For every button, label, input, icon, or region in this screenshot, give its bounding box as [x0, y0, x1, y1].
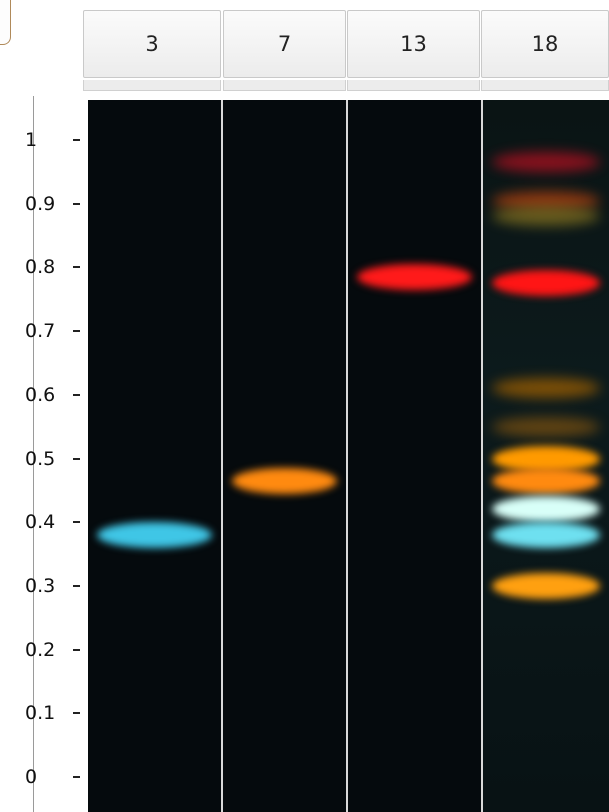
spot-band: [492, 445, 600, 472]
spot-band: [492, 152, 600, 173]
y-axis: 1 0.9 0.8 0.7 0.6 0.5 0.4 0.3 0.2 0.1 0: [16, 96, 88, 812]
y-tick-mark: [73, 648, 80, 651]
y-tick: 0.1: [16, 702, 88, 724]
y-tick-label: 0: [25, 766, 38, 788]
y-tick-mark: [73, 202, 80, 205]
spot-band: [357, 263, 472, 290]
lane-header-label: 3: [145, 32, 159, 56]
y-tick-label: 0.5: [25, 447, 56, 470]
lane-divider: [221, 100, 223, 812]
lane-header-7[interactable]: 7: [223, 10, 346, 91]
lane-header-label: 7: [277, 32, 292, 56]
lane-divider: [346, 100, 348, 812]
spot-band: [492, 496, 600, 523]
lane-header-label: 13: [400, 32, 427, 56]
y-tick-label: 0.8: [25, 256, 56, 279]
y-tick-mark: [73, 457, 80, 460]
spot-band: [492, 572, 600, 599]
y-tick-label: 0.3: [25, 574, 56, 597]
y-tick: 0.4: [16, 511, 88, 533]
y-tick-label: 1: [25, 129, 38, 151]
y-tick: 0: [16, 766, 88, 788]
y-tick-label: 0.6: [25, 383, 56, 406]
lane-13: [348, 100, 481, 812]
y-tick-mark: [73, 776, 80, 778]
spot-band: [492, 270, 600, 297]
spot-band: [492, 378, 600, 399]
spot-band: [232, 467, 337, 494]
y-tick: 1: [16, 129, 88, 151]
tlc-plate: [88, 100, 609, 812]
y-tick: 0.9: [16, 193, 88, 215]
y-tick: 0.8: [16, 256, 88, 278]
y-axis-line: [33, 96, 34, 812]
lane-header-18[interactable]: 18: [481, 10, 609, 91]
lane-header-3[interactable]: 3: [83, 10, 221, 91]
y-tick-mark: [73, 139, 80, 141]
lane-divider: [481, 100, 483, 812]
spot-band: [492, 467, 600, 494]
spot-band: [492, 521, 600, 548]
y-tick-mark: [73, 584, 80, 587]
y-tick-label: 0.2: [25, 638, 56, 661]
spot-band: [492, 190, 600, 211]
y-tick: 0.3: [16, 575, 88, 597]
lane-3: [88, 100, 221, 812]
y-tick: 0.7: [16, 320, 88, 342]
y-tick-mark: [73, 712, 80, 715]
y-tick-mark: [73, 393, 80, 396]
y-tick: 0.5: [16, 448, 88, 470]
corner-tab[interactable]: [0, 0, 11, 45]
y-tick: 0.6: [16, 384, 88, 406]
y-tick-label: 0.4: [25, 511, 56, 534]
y-tick-label: 0.7: [25, 320, 56, 343]
lane-7: [223, 100, 346, 812]
lane-header-row: 3 7 13 18: [83, 10, 609, 96]
spot-band: [97, 521, 212, 548]
y-tick-label: 0.9: [25, 192, 56, 215]
y-tick-mark: [73, 330, 80, 333]
lane-header-label: 18: [531, 32, 559, 56]
y-tick-label: 0.1: [25, 702, 56, 725]
lane-header-13[interactable]: 13: [347, 10, 480, 91]
spot-band: [492, 206, 600, 227]
spot-band: [492, 416, 600, 437]
y-tick-mark: [73, 521, 80, 524]
y-tick-mark: [73, 266, 80, 269]
y-tick: 0.2: [16, 639, 88, 661]
